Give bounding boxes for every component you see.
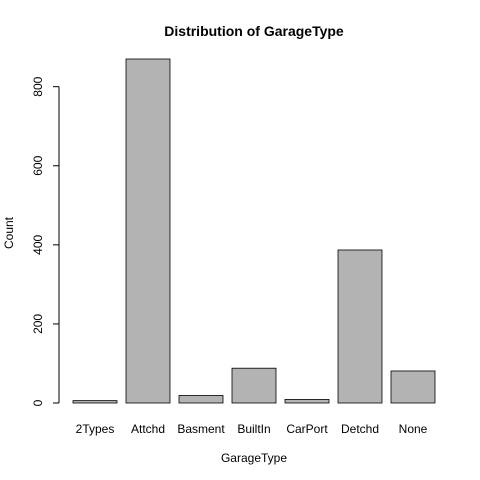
bar-detchd [337, 249, 383, 404]
x-tick-label-none: None [399, 422, 428, 436]
x-tick-label-builtin: BuiltIn [237, 422, 270, 436]
y-axis-label: Count [2, 216, 16, 249]
bar-none [390, 370, 436, 404]
y-tick-label-800: 800 [31, 76, 45, 96]
x-tick-label-2types: 2Types [76, 422, 115, 436]
bar-attchd [125, 58, 171, 404]
y-tick-label-600: 600 [31, 155, 45, 175]
chart-title: Distribution of GarageType [164, 23, 344, 39]
x-tick-label-carport: CarPort [286, 422, 328, 436]
bar-basment [178, 395, 224, 404]
bars-group [72, 58, 436, 404]
y-axis: 0 200 400 600 800 [31, 76, 60, 406]
x-tick-label-attchd: Attchd [131, 422, 165, 436]
x-axis-label: GarageType [221, 451, 287, 465]
x-tick-label-detchd: Detchd [341, 422, 379, 436]
x-tick-labels: 2Types Attchd Basment BuiltIn CarPort Detchd N… [76, 422, 428, 436]
bar-builtin [231, 367, 277, 404]
bar-carport [284, 399, 330, 404]
x-tick-label-basment: Basment [177, 422, 225, 436]
y-tick-label-400: 400 [31, 235, 45, 255]
bar-2types [72, 400, 118, 404]
y-tick-label-0: 0 [31, 399, 45, 406]
y-tick-label-200: 200 [31, 314, 45, 334]
